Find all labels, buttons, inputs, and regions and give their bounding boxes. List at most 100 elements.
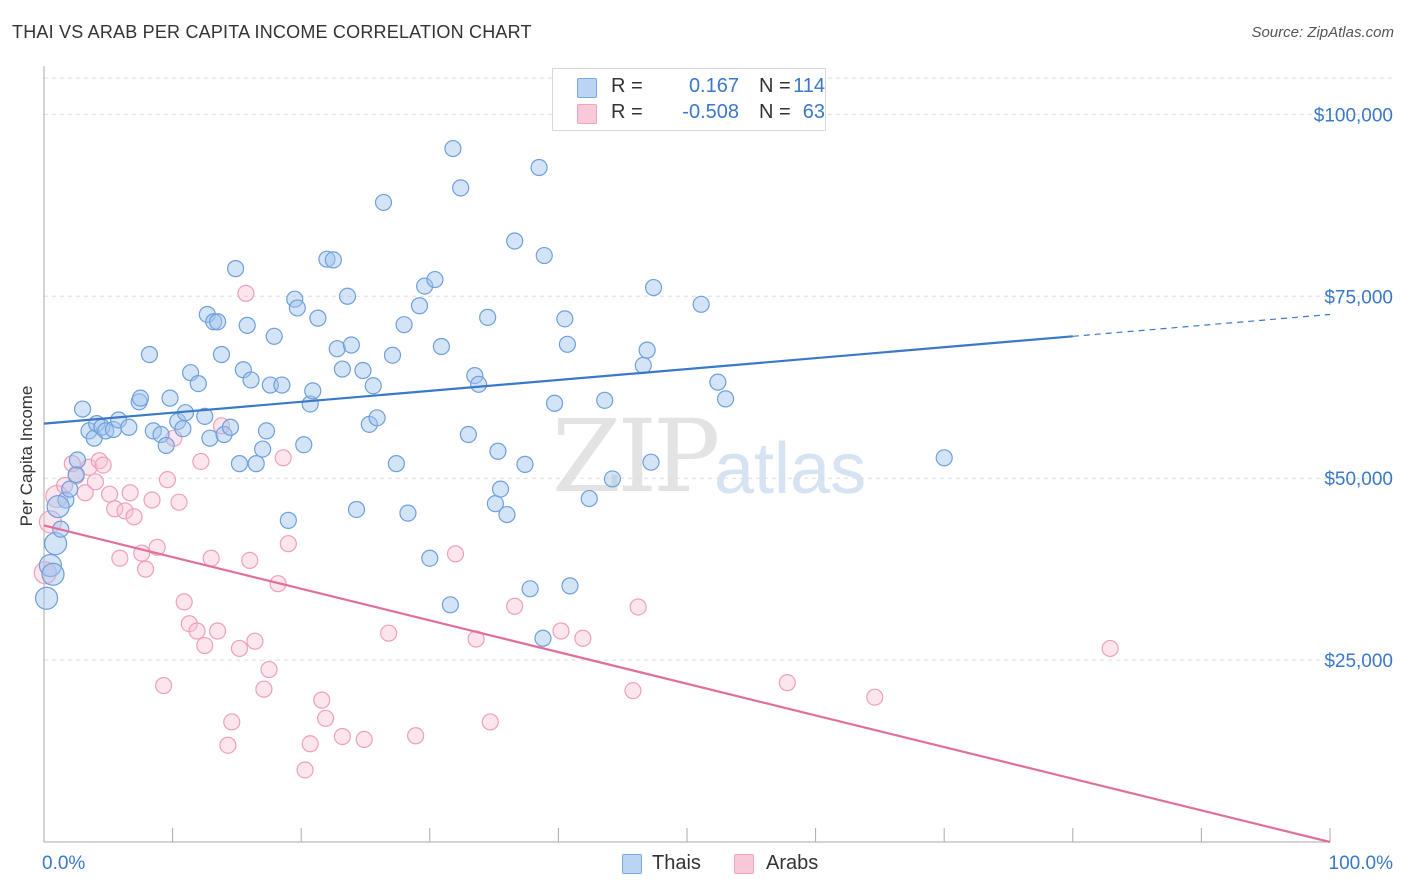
correlation-legend: R = 0.167 N = 114 R = -0.508 N = 63 xyxy=(552,68,826,131)
legend-r-label: R = xyxy=(611,75,643,97)
legend-r-value-thais: 0.167 xyxy=(688,75,739,97)
thais-point xyxy=(43,532,68,556)
thais-point xyxy=(558,335,577,353)
thais-point xyxy=(227,260,245,278)
legend-n-value-thais: 114 xyxy=(793,75,825,97)
arabs-point xyxy=(506,597,524,615)
thais-point xyxy=(935,449,953,467)
arabs-point xyxy=(158,471,177,489)
thais-point xyxy=(374,193,393,212)
thais-point xyxy=(324,251,342,269)
thais-point xyxy=(152,425,170,444)
arabs-point xyxy=(629,598,647,616)
thais-point xyxy=(120,418,138,436)
series-arabs-points xyxy=(33,284,1119,779)
trend-line-arabs xyxy=(43,524,1331,844)
arabs-point xyxy=(574,629,592,647)
arabs-point xyxy=(188,622,206,640)
arabs-point xyxy=(624,682,642,700)
arabs-point xyxy=(279,535,297,553)
thais-point xyxy=(201,429,219,447)
y-tick-label: $75,000 xyxy=(1324,287,1393,308)
thais-point xyxy=(67,465,85,484)
thais-point xyxy=(68,451,87,469)
arabs-point xyxy=(274,449,292,467)
arabs-point xyxy=(192,452,210,471)
arabs-point xyxy=(106,500,124,518)
thais-point xyxy=(387,455,405,473)
thais-point xyxy=(580,489,598,508)
thais-point xyxy=(265,327,283,345)
arabs-point xyxy=(116,502,134,520)
thais-point xyxy=(498,505,516,524)
thais-point xyxy=(238,316,256,334)
thais-point xyxy=(432,337,450,356)
thais-point xyxy=(161,389,179,407)
y-tick-label: $25,000 xyxy=(1324,651,1393,672)
arabs-point xyxy=(241,551,259,570)
arabs-point xyxy=(237,284,255,302)
arabs-point xyxy=(154,676,173,695)
arabs-point xyxy=(296,761,314,779)
thais-point xyxy=(347,500,366,519)
thais-point xyxy=(506,232,524,250)
legend-label-arabs: Arabs xyxy=(766,852,819,874)
thais-point xyxy=(354,361,372,380)
arabs-point xyxy=(866,688,884,706)
arabs-point xyxy=(255,680,273,698)
thais-point xyxy=(318,250,336,268)
legend-n-label: N = xyxy=(759,101,791,123)
thais-point xyxy=(452,179,470,197)
arabs-point xyxy=(202,549,220,567)
thais-point xyxy=(561,577,579,595)
arabs-point xyxy=(552,622,570,640)
thais-point xyxy=(247,455,265,473)
tick-labels: $25,000 $50,000 $75,000 $100,000 0.0% 100.0% xyxy=(42,105,1393,874)
thais-point xyxy=(459,425,477,444)
arabs-point xyxy=(313,691,331,709)
thais-point xyxy=(426,270,444,289)
thais-point xyxy=(342,336,360,354)
thais-point xyxy=(34,586,59,610)
legend-swatch-arabs xyxy=(577,104,597,124)
thais-point xyxy=(383,346,402,364)
thais-point xyxy=(642,453,660,471)
thais-point xyxy=(41,562,65,586)
thais-point xyxy=(46,494,70,519)
arabs-point xyxy=(86,473,105,491)
trend-lines xyxy=(43,313,1331,844)
thais-point xyxy=(304,382,322,400)
thais-point xyxy=(38,553,63,578)
thais-point xyxy=(61,480,79,498)
thais-point xyxy=(416,277,434,295)
thais-point xyxy=(479,308,497,326)
thais-point xyxy=(368,409,386,427)
arabs-point xyxy=(136,560,155,578)
thais-point xyxy=(441,596,459,614)
thais-point xyxy=(638,341,656,359)
thais-point xyxy=(556,310,574,328)
thais-point xyxy=(470,375,488,393)
arabs-point xyxy=(481,713,499,731)
legend-n-label: N = xyxy=(759,75,791,97)
thais-point xyxy=(196,407,214,425)
legend-r-value-arabs: -0.508 xyxy=(682,101,739,123)
arabs-point xyxy=(143,491,161,509)
arabs-point xyxy=(100,485,119,503)
thais-point xyxy=(212,345,231,364)
thais-point xyxy=(692,295,710,313)
y-tick-label: $100,000 xyxy=(1314,105,1393,126)
thais-point xyxy=(257,422,276,440)
thais-point xyxy=(516,455,534,473)
thais-point xyxy=(521,580,539,598)
thais-point xyxy=(279,511,297,529)
legend-r-label: R = xyxy=(611,101,643,123)
x-tick-label-min: 0.0% xyxy=(42,853,85,874)
thais-point xyxy=(709,373,727,391)
legend-swatch-thais xyxy=(577,78,597,98)
thais-point xyxy=(230,455,249,473)
thais-point xyxy=(309,309,327,327)
thais-point xyxy=(489,442,507,460)
thais-point xyxy=(716,390,735,408)
